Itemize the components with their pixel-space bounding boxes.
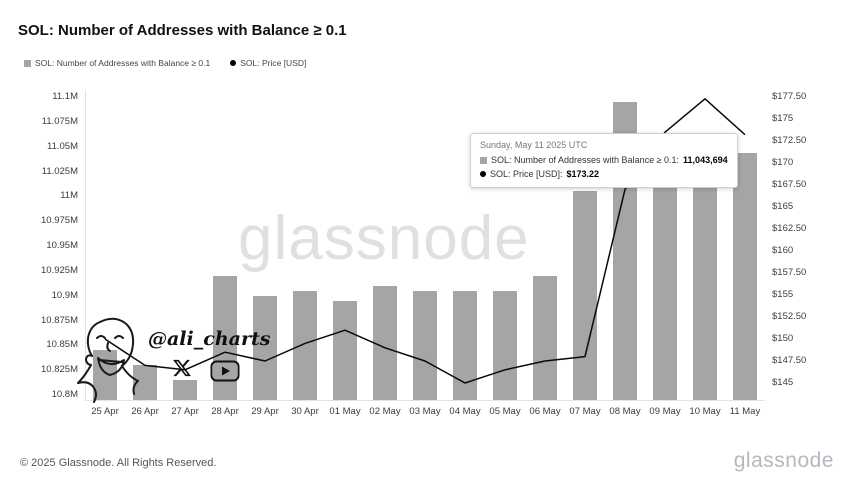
y-axis-right-tick: $167.50 (772, 179, 807, 190)
y-axis-right-tick: $175 (772, 113, 794, 124)
tooltip-price-value: $173.22 (566, 169, 600, 179)
y-axis-right-tick: $160 (772, 245, 794, 256)
page-title: SOL: Number of Addresses with Balance ≥ … (18, 22, 347, 40)
y-axis-left-tick: 10.95M (46, 240, 78, 251)
y-axis-right-tick: $165 (772, 201, 794, 212)
y-axis-right-tick: $145 (772, 377, 794, 388)
y-axis-left-tick: 10.85M (46, 339, 78, 351)
tooltip-addresses-label: SOL: Number of Addresses with Balance ≥ … (491, 155, 680, 165)
legend-item-addresses[interactable]: SOL: Number of Addresses with Balance ≥ … (24, 58, 210, 68)
x-axis-label: 26 Apr (131, 406, 159, 417)
x-axis-label: 09 May (649, 406, 681, 417)
x-axis-label: 04 May (449, 406, 481, 417)
copyright-text: © 2025 Glassnode. All Rights Reserved. (20, 457, 217, 469)
x-axis-label: 28 Apr (211, 406, 239, 417)
tooltip-circle-marker (480, 171, 486, 177)
y-axis-left-tick: 11.05M (47, 140, 78, 152)
y-axis-left-tick: 10.8M (51, 389, 78, 400)
y-axis-left-tick: 10.925M (41, 264, 78, 276)
x-axis-label: 10 May (689, 406, 721, 417)
legend: SOL: Number of Addresses with Balance ≥ … (24, 58, 306, 68)
y-axis-right-tick: $172.50 (772, 135, 807, 146)
y-axis-right-tick: $157.50 (772, 267, 807, 278)
y-axis-left-tick: 10.975M (41, 215, 78, 227)
x-axis-label: 07 May (569, 406, 601, 417)
tooltip-addresses-value: 11,043,694 (683, 155, 728, 165)
y-axis-left-tick: 10.875M (41, 314, 78, 326)
y-axis-left-tick: 11.025M (41, 165, 78, 177)
tooltip-date: Sunday, May 11 2025 UTC (480, 140, 588, 150)
glassnode-logo: glassnode (733, 449, 834, 472)
y-axis-left-tick: 10.9M (51, 289, 78, 301)
legend-square-marker (24, 59, 31, 67)
y-axis-left-tick: 11M (60, 190, 78, 202)
legend-item-price[interactable]: SOL: Price [USD] (230, 58, 306, 68)
x-axis-label: 29 Apr (251, 406, 279, 417)
tooltip-row-price: SOL: Price [USD]: $173.22 (480, 167, 728, 181)
x-axis-label: 08 May (609, 406, 641, 417)
x-axis-label: 01 May (329, 406, 361, 417)
x-axis-label: 30 Apr (291, 406, 319, 417)
legend-addresses-label: SOL: Number of Addresses with Balance ≥ … (35, 58, 211, 68)
x-axis-label: 11 May (729, 406, 761, 417)
x-axis-line (85, 400, 765, 401)
y-axis-right-tick: $152.50 (772, 311, 807, 322)
x-axis-label: 05 May (489, 406, 521, 417)
x-axis-label: 03 May (409, 406, 441, 417)
y-axis-right-tick: $150 (772, 333, 794, 344)
tooltip-price-label: SOL: Price [USD]: (490, 169, 563, 179)
y-axis-line (85, 90, 86, 400)
y-axis-left-tick: 10.825M (41, 364, 78, 376)
x-axis-label: 06 May (529, 406, 561, 417)
x-axis-label: 27 Apr (171, 406, 199, 417)
y-axis-left-tick: 11.1M (52, 91, 78, 102)
y-axis-right-tick: $147.50 (772, 355, 807, 366)
y-axis-left-tick: 11.075M (41, 115, 78, 127)
x-axis-label: 02 May (369, 406, 401, 417)
y-axis-right-tick: $170 (772, 157, 794, 168)
x-axis-label: 25 Apr (91, 406, 119, 417)
legend-circle-marker (230, 60, 237, 66)
y-axis-right-tick: $177.50 (772, 91, 807, 102)
y-axis-right-tick: $155 (772, 289, 794, 300)
bar-27-apr[interactable] (173, 380, 197, 400)
tooltip-row-addresses: SOL: Number of Addresses with Balance ≥ … (480, 153, 728, 167)
chart-tooltip: Sunday, May 11 2025 UTC SOL: Number of A… (470, 133, 738, 188)
tooltip-square-marker (480, 156, 487, 164)
y-axis-right-tick: $162.50 (772, 223, 807, 234)
legend-price-label: SOL: Price [USD] (240, 58, 307, 68)
